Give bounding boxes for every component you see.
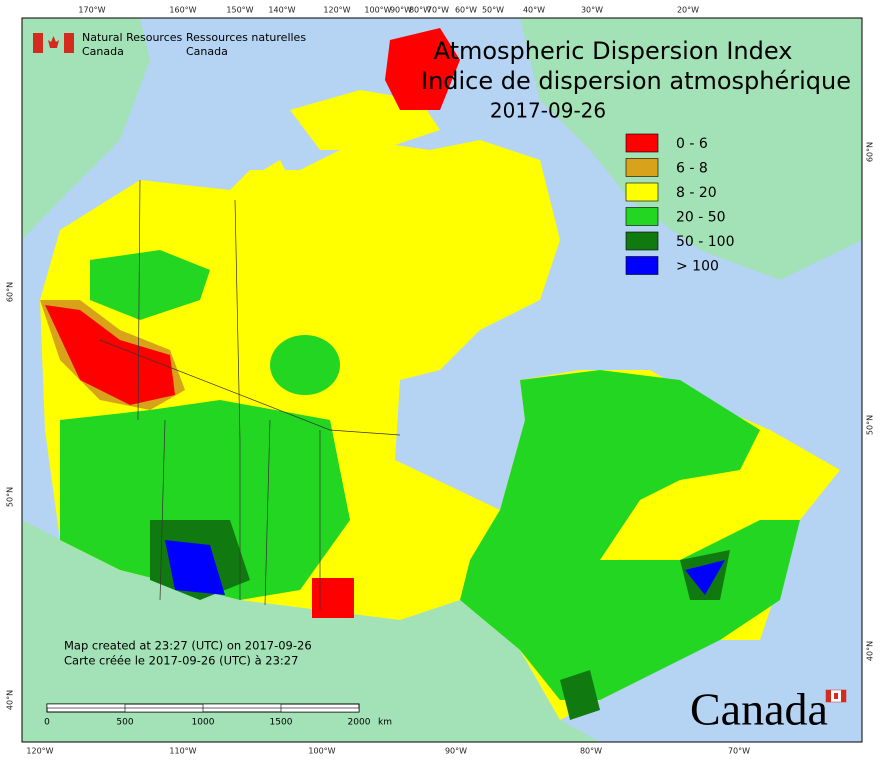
west-green (60, 400, 350, 600)
alaska (22, 18, 150, 240)
bottom-label: 110°W (169, 747, 196, 756)
bottom-label: 90°W (445, 747, 467, 756)
top-label: 100°W (364, 6, 391, 15)
yukon-green (90, 250, 210, 320)
dark-green (560, 670, 600, 720)
map-frame (21, 17, 863, 743)
scale-label: 1500 (270, 718, 293, 728)
blue-patch (165, 540, 225, 595)
nrcan-signature: Natural Resources Canada Ressources natu… (33, 31, 306, 58)
top-label: 60°W (455, 6, 477, 15)
top-label: 40°W (523, 6, 545, 15)
legend-label: 50 - 100 (676, 234, 735, 250)
wordmark-flag (841, 690, 846, 702)
title-date: 2017-09-26 (490, 99, 606, 123)
top-label: 140°W (268, 6, 295, 15)
borders (99, 179, 401, 610)
flag-bar (33, 33, 43, 53)
created-fr: Carte créée le 2017-09-26 (UTC) à 23:27 (64, 654, 298, 668)
map-area (22, 18, 862, 742)
top-label: 150°W (226, 6, 253, 15)
top-label: 160°W (169, 6, 196, 15)
scale-bar: 0 500 1000 1500 2000 km (44, 703, 392, 728)
flag-leaf (48, 36, 59, 48)
quebec-green (500, 370, 760, 560)
top-label: 20°W (677, 6, 699, 15)
blue-patch (685, 560, 725, 595)
green-patch (270, 335, 340, 395)
bottom-label: 120°W (26, 747, 53, 756)
country-en: Canada (82, 45, 124, 58)
wordmark: Canada (690, 684, 828, 735)
bottom-label: 100°W (308, 747, 335, 756)
country-fr: Canada (186, 45, 228, 58)
top-label: 30°W (581, 6, 603, 15)
red-zone (312, 578, 354, 618)
legend-swatch (625, 158, 659, 177)
legend-swatch (625, 256, 659, 275)
wordmark-flag (826, 690, 831, 702)
legend-label: 6 - 8 (676, 161, 708, 177)
legend-swatch (625, 133, 659, 153)
title-fr: Indice de dispersion atmosphérique (421, 67, 851, 95)
greenland (520, 18, 862, 280)
legend-label: 8 - 20 (676, 185, 717, 201)
ellesmere-red (385, 28, 460, 110)
legend: 0 - 6 6 - 8 8 - 20 20 - 50 50 - 100 > 100 (625, 133, 735, 275)
wordmark-flag (834, 693, 838, 699)
left-label: 60°N (6, 282, 15, 302)
left-label: 40°N (6, 690, 15, 710)
legend-swatch (625, 231, 659, 251)
top-label: 170°W (78, 6, 105, 15)
flag-bar (64, 33, 74, 53)
top-label: 70°W (427, 6, 449, 15)
left-label: 50°N (6, 487, 15, 507)
legend-label: 20 - 50 (676, 210, 726, 226)
graticule-labels: 170°W 160°W 150°W 140°W 120°W 100°W90°W80°W70… (6, 6, 875, 756)
agency-fr: Ressources naturelles (186, 31, 306, 44)
canada-wordmark: Canada (690, 684, 847, 735)
legend-swatch (625, 207, 659, 226)
scale-unit: km (378, 718, 392, 728)
top-label: 120°W (323, 6, 350, 15)
legend-swatch (625, 182, 659, 202)
right-label: 40°N (866, 641, 875, 661)
title-en: Atmospheric Dispersion Index (434, 37, 793, 65)
hudson-bay (400, 370, 510, 500)
legend-label: > 100 (676, 259, 719, 275)
created-en: Map created at 23:27 (UTC) on 2017-09-26 (64, 639, 312, 653)
scale-label: 500 (116, 718, 133, 728)
right-label: 50°N (866, 415, 875, 435)
scale-label: 1000 (192, 718, 215, 728)
bottom-label: 80°W (580, 747, 602, 756)
scale-label: 0 (44, 718, 50, 728)
agency-en: Natural Resources (82, 31, 183, 44)
red-zone (45, 305, 175, 405)
top-label: 90°W (390, 6, 412, 15)
bottom-label: 70°W (728, 747, 750, 756)
usa (22, 520, 600, 742)
top-label: 50°W (482, 6, 504, 15)
arctic-islands (230, 160, 300, 230)
scale-label: 2000 (348, 718, 371, 728)
legend-label: 0 - 6 (676, 136, 708, 152)
top-label: 80°W (409, 6, 431, 15)
right-label: 60°N (866, 142, 875, 162)
